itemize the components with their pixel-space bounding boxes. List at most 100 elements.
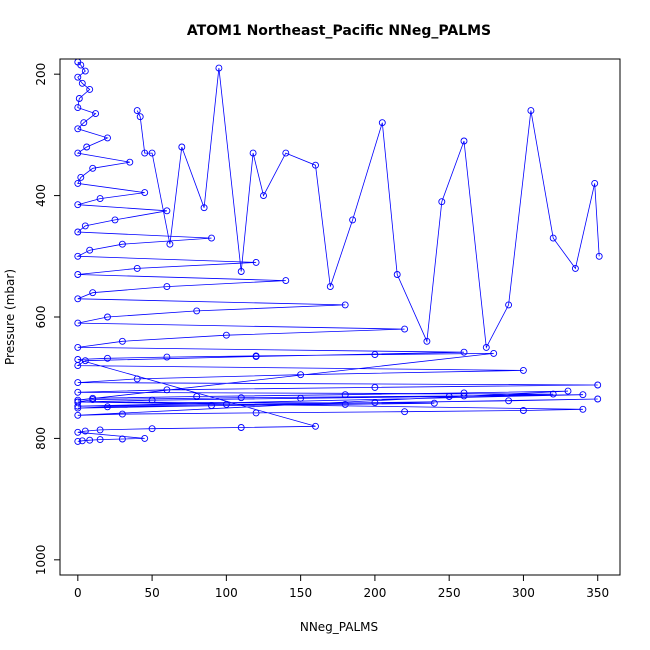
data-point [401,408,409,416]
x-tick-label: 150 [289,586,312,600]
data-point [92,110,100,118]
data-point [282,277,290,285]
data-point [81,357,89,365]
data-point [118,337,126,345]
data-point [141,149,149,157]
series-line [76,61,598,442]
y-tick-label: 800 [34,427,48,450]
data-point [74,125,82,133]
data-point [83,143,91,151]
data-point [77,173,85,181]
x-tick-label: 50 [144,586,159,600]
data-point [163,386,171,394]
data-point [519,407,527,414]
data-point [237,268,245,275]
data-point [460,389,468,397]
data-point [571,264,579,272]
data-point [505,301,513,309]
data-point [74,411,82,419]
data-point [136,113,144,121]
data-point [393,271,401,278]
y-tick-label: 200 [34,63,48,86]
y-tick-label: 400 [34,184,48,207]
data-point [104,134,111,142]
data-point [111,216,119,224]
data-point [215,64,223,72]
data-point [178,143,186,151]
chart-title: ATOM1 Northeast_Pacific NNeg_PALMS [187,23,491,39]
data-point [252,352,260,360]
x-axis-label: NNeg_PALMS [300,620,378,634]
data-point [74,179,82,187]
data-point [438,198,446,206]
data-point [126,158,134,166]
data-point [89,289,97,297]
y-axis-label: Pressure (mbar) [3,269,17,365]
data-point [74,271,82,278]
data-point [460,137,468,145]
data-point [341,400,349,408]
data-point [141,189,149,197]
data-point [74,398,82,406]
data-point [193,393,201,400]
data-point [549,234,557,242]
data-point [96,436,104,444]
data-point [371,383,379,391]
data-point [86,246,94,254]
data-point [371,351,379,359]
data-point [445,393,453,400]
data-point [564,387,572,395]
data-point [75,95,83,102]
data-point [163,353,171,361]
data-point [74,319,82,327]
data-point [104,354,111,362]
data-point [430,399,438,407]
data-point [81,427,89,435]
data-point [74,149,82,157]
data-point [594,381,602,389]
data-point [118,435,126,443]
data-point [260,192,267,200]
data-point [104,403,111,411]
x-tick-label: 0 [74,586,82,600]
data-point [96,195,104,203]
data-point [74,228,82,236]
data-point [519,366,527,374]
data-point [148,425,156,433]
x-tick-label: 350 [586,586,609,600]
x-tick-label: 300 [512,586,535,600]
data-point [222,331,230,339]
data-point [74,343,82,351]
y-tick-label: 1000 [34,545,48,576]
data-point [74,73,82,81]
data-point [371,399,379,407]
data-point [312,161,319,169]
data-point [249,149,257,157]
data-point [482,343,490,351]
data-point [312,422,319,430]
data-point [282,149,290,157]
data-point [460,348,468,356]
data-point [78,437,86,445]
data-point [89,164,97,172]
data-point [133,375,141,383]
data-point [86,85,94,93]
data-point [252,409,260,417]
data-point [401,325,409,333]
data-point [595,252,603,260]
data-point [163,207,171,215]
data-point [74,388,82,396]
data-point [252,258,260,266]
data-point [141,434,149,442]
data-point [148,396,156,404]
data-point [591,179,599,187]
data-point [86,436,94,444]
data-point [166,240,174,248]
data-point [208,402,215,410]
data-point [579,405,587,413]
data-point [193,307,201,315]
x-tick-label: 100 [215,586,238,600]
y-axis: 200 400 600 800 1000 [34,63,60,575]
data-point [200,204,208,212]
